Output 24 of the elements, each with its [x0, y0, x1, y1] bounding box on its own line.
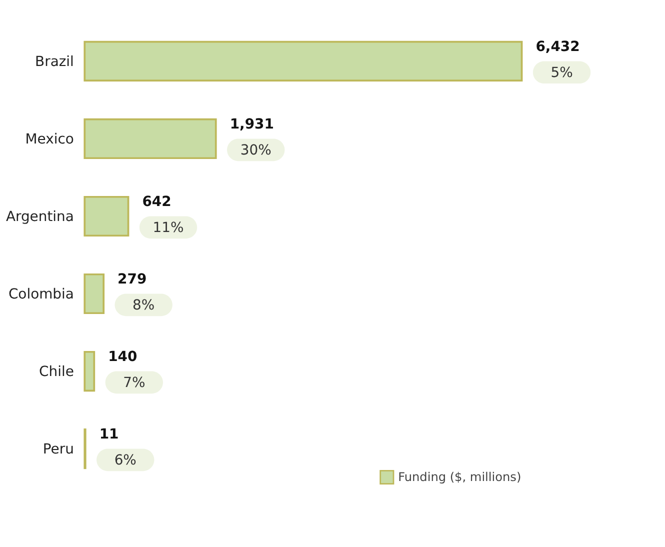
y-tick-label: Brazil — [35, 54, 74, 70]
y-tick-label: Argentina — [6, 208, 74, 225]
data-label: 6,432 — [536, 39, 580, 56]
y-tick-label: Mexico — [25, 131, 74, 148]
bar — [84, 196, 130, 237]
bar — [84, 118, 217, 160]
data-label: 11 — [99, 426, 119, 443]
annotation: 6% — [114, 452, 136, 469]
annotation: 8% — [132, 298, 155, 314]
data-label: 279 — [118, 272, 147, 288]
annotation: 11% — [152, 220, 184, 236]
y-tick-label: Chile — [39, 364, 74, 380]
bar — [84, 273, 105, 314]
bar — [84, 40, 523, 82]
data-label: 1,931 — [230, 116, 274, 133]
annotation: 30% — [240, 142, 272, 159]
legend-label: Funding ($, millions) — [398, 470, 522, 484]
annotation: 7% — [123, 375, 146, 392]
annotation: 5% — [550, 65, 573, 82]
y-tick-label: Colombia — [8, 286, 74, 302]
y-tick-label: Peru — [42, 441, 74, 458]
bar — [84, 350, 96, 392]
data-label: 140 — [108, 349, 138, 366]
data-label: 642 — [142, 194, 172, 210]
